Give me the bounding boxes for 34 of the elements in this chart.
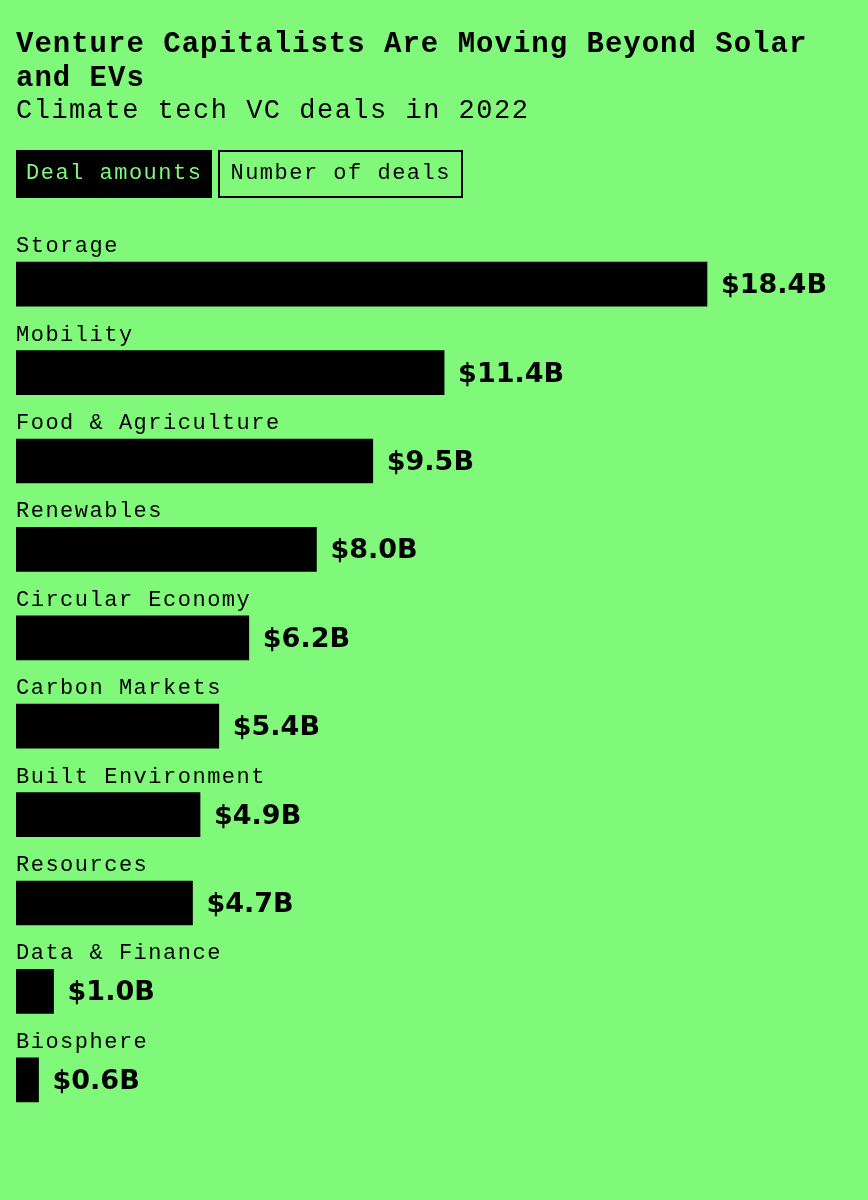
- toggle-button: Deal amounts: [16, 150, 213, 198]
- data-label: $4.9B: [214, 798, 302, 830]
- y-tick-label: Data & Finance: [16, 941, 222, 967]
- bar: [16, 261, 708, 307]
- bar: [16, 880, 193, 926]
- data-label: $18.4B: [721, 268, 827, 300]
- y-tick-label: Biosphere: [16, 1029, 149, 1055]
- bar: [16, 615, 250, 661]
- bar: [16, 703, 220, 749]
- chart-subtitle: Climate tech VC deals in 2022: [16, 96, 530, 126]
- y-tick-label: Food & Agriculture: [16, 411, 281, 436]
- y-tick-label: Renewables: [16, 499, 164, 525]
- data-label: $11.4B: [458, 356, 565, 388]
- y-tick-label: Mobility: [16, 322, 134, 348]
- y-tick-label: Storage: [16, 234, 119, 260]
- data-label: $1.0B: [67, 975, 155, 1007]
- y-tick-label: Circular Economy: [16, 587, 252, 613]
- y-tick-label: Resources: [16, 853, 149, 878]
- chart-title: Venture Capitalists Are Moving Beyond Solar and EVs: [16, 28, 809, 96]
- data-label: $9.5B: [386, 445, 474, 477]
- data-label: $0.6B: [52, 1063, 140, 1095]
- toggle-button: Number of deals: [218, 150, 463, 198]
- data-label: $8.0B: [330, 533, 418, 565]
- bar: [16, 969, 54, 1014]
- bar: [16, 1057, 39, 1103]
- bar: [16, 350, 445, 395]
- data-label: $6.2B: [262, 621, 351, 653]
- bar: [16, 792, 201, 837]
- y-tick-label: Carbon Markets: [16, 676, 222, 702]
- data-label: $5.4B: [232, 710, 320, 742]
- data-label: $4.7B: [206, 887, 294, 919]
- y-tick-label: Built Environment: [16, 764, 266, 790]
- bar: [16, 527, 317, 572]
- bar: [16, 438, 374, 484]
